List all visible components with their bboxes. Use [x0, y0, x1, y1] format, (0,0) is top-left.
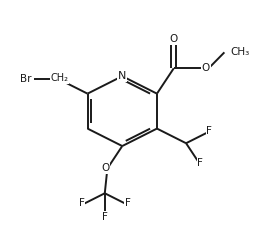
Text: O: O: [202, 63, 210, 73]
Text: CH₃: CH₃: [231, 47, 250, 57]
Text: F: F: [197, 158, 203, 168]
Text: N: N: [118, 71, 126, 81]
Text: CH₂: CH₂: [51, 73, 69, 83]
Text: F: F: [125, 198, 131, 208]
Text: O: O: [170, 34, 178, 44]
Text: Br: Br: [20, 74, 32, 84]
Text: F: F: [102, 212, 108, 222]
Text: F: F: [79, 198, 84, 208]
Text: F: F: [206, 126, 212, 136]
Text: O: O: [101, 164, 109, 174]
